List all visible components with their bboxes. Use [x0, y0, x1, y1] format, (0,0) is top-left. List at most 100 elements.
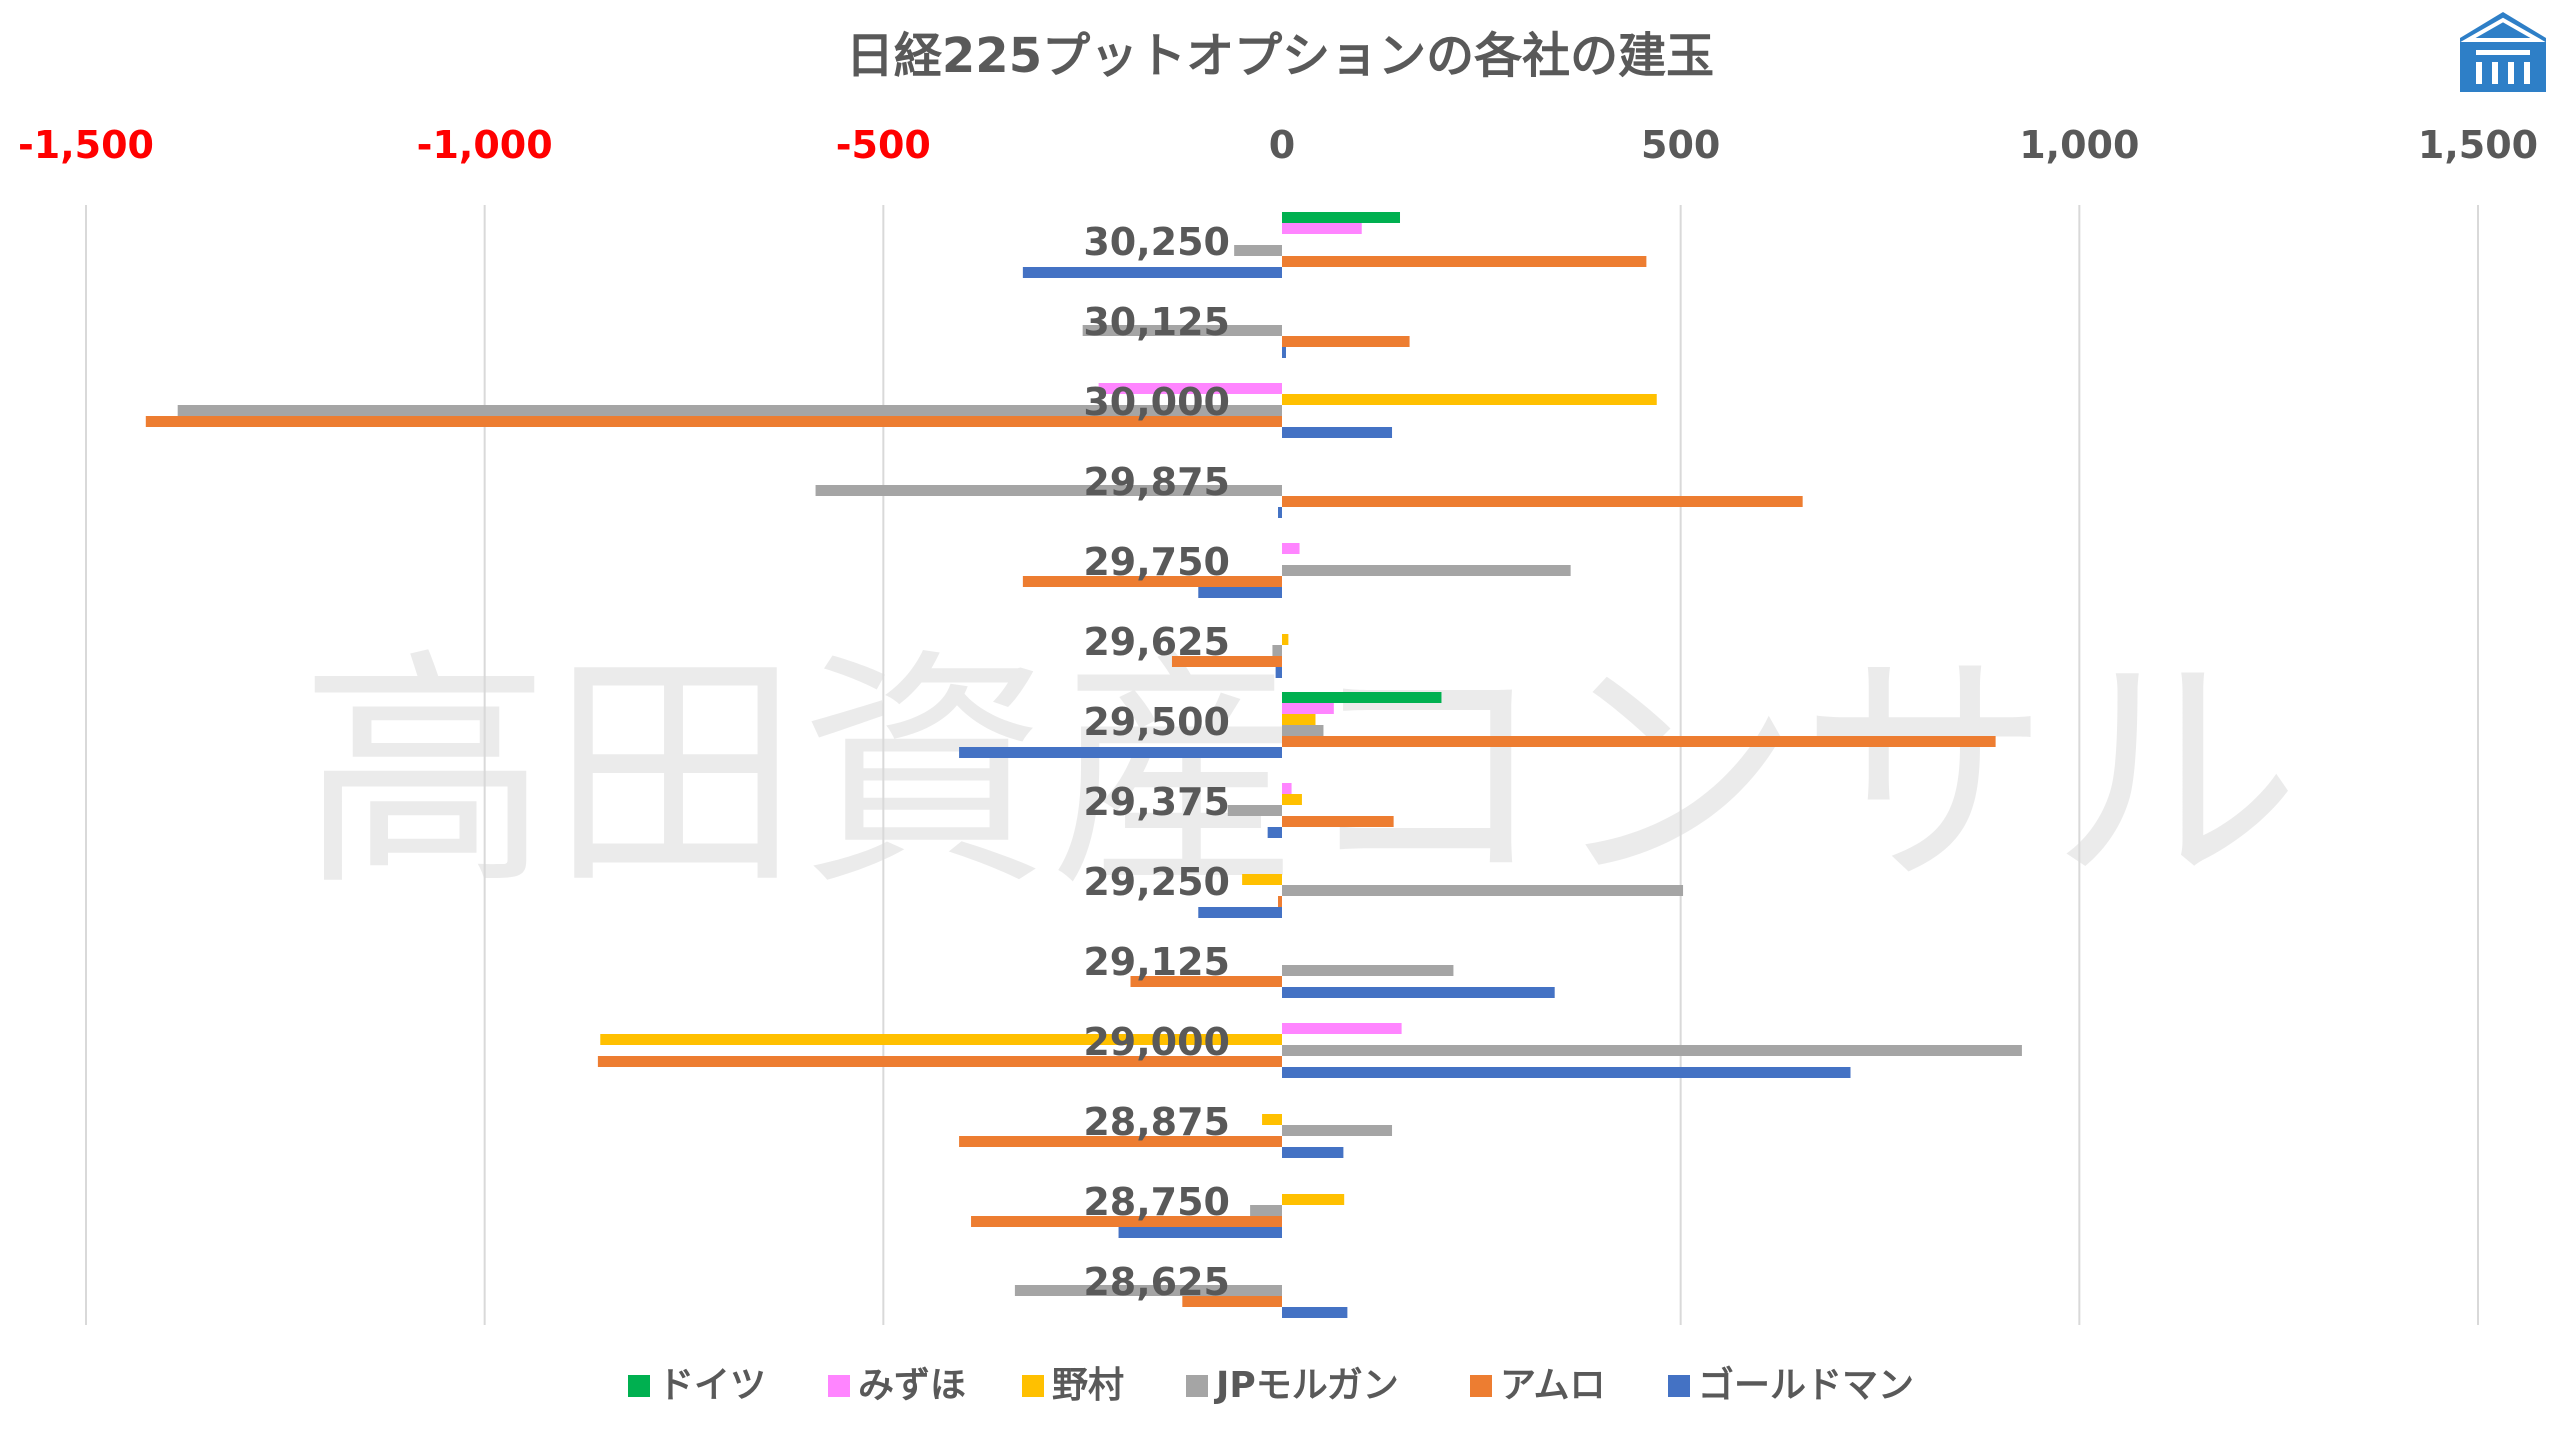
- bar: [1282, 703, 1334, 714]
- category-label: 29,125: [1083, 940, 1230, 984]
- legend-label: 野村: [1052, 1365, 1124, 1406]
- x-tick-label: 500: [1641, 123, 1720, 167]
- category-label: 29,750: [1083, 540, 1230, 584]
- bar: [1282, 543, 1300, 554]
- bar: [1171, 656, 1282, 667]
- category-label: 30,125: [1083, 300, 1230, 344]
- bar: [1282, 692, 1442, 703]
- bar: [1282, 714, 1316, 725]
- category-label: 28,625: [1083, 1260, 1230, 1304]
- bar: [1282, 1194, 1345, 1205]
- bar: [177, 405, 1282, 416]
- x-tick-label: -500: [836, 123, 931, 167]
- bar: [815, 485, 1282, 496]
- bar: [1282, 794, 1302, 805]
- legend-swatch: [1668, 1375, 1690, 1397]
- legend: ドイツ みずほ 野村 JPモルガン アムロ ゴールドマン: [628, 1364, 1914, 1406]
- bar: [1282, 256, 1647, 267]
- legend-swatch: [828, 1375, 850, 1397]
- bar: [1198, 587, 1282, 598]
- bar: [1282, 885, 1684, 896]
- legend-swatch: [1022, 1375, 1044, 1397]
- legend-label: ゴールドマン: [1698, 1364, 1914, 1406]
- bar: [597, 1056, 1282, 1067]
- category-label: 29,875: [1083, 460, 1230, 504]
- bar: [1022, 267, 1282, 278]
- category-label: 29,250: [1083, 860, 1230, 904]
- bar: [1282, 394, 1657, 405]
- legend-label: みずほ: [858, 1365, 966, 1406]
- bar: [1282, 427, 1393, 438]
- bar: [1014, 1285, 1282, 1296]
- bars: [145, 212, 2022, 1318]
- x-tick-label: 1,500: [2418, 123, 2538, 167]
- bar: [1234, 245, 1282, 256]
- bar: [1182, 1296, 1282, 1307]
- category-label: 30,000: [1083, 380, 1230, 424]
- y-axis-category-labels: 30,250 30,125 30,000 29,875 29,750 29,625 29,5…: [1083, 220, 1230, 1304]
- bar: [1282, 496, 1803, 507]
- category-label: 29,500: [1083, 700, 1230, 744]
- bar: [1227, 805, 1282, 816]
- category-label: 29,375: [1083, 780, 1230, 824]
- bar: [1282, 336, 1410, 347]
- watermark-text: 高田資産コンサル: [300, 628, 2300, 919]
- bar: [1282, 223, 1362, 234]
- bar: [145, 416, 1282, 427]
- bar: [1272, 645, 1282, 656]
- bar: [1282, 1067, 1851, 1078]
- legend-swatch: [1186, 1375, 1208, 1397]
- bar: [600, 1034, 1282, 1045]
- bar: [1282, 965, 1454, 976]
- category-label: 30,250: [1083, 220, 1230, 264]
- x-axis-tick-labels: -1,500 -1,000 -500 0 500 1,000 1,500: [18, 123, 2538, 167]
- bar: [1082, 325, 1282, 336]
- bar: [1282, 1125, 1393, 1136]
- bar: [959, 1136, 1282, 1147]
- bar: [1282, 1307, 1348, 1318]
- category-label: 29,625: [1083, 620, 1230, 664]
- bar: [1275, 667, 1282, 678]
- bar: [1242, 874, 1282, 885]
- x-tick-label: 0: [1269, 123, 1295, 167]
- category-label: 28,875: [1083, 1100, 1230, 1144]
- bar: [1282, 816, 1394, 827]
- bar: [1118, 1227, 1282, 1238]
- legend-swatch: [1470, 1375, 1492, 1397]
- x-tick-label: -1,000: [417, 123, 553, 167]
- chart-title: 日経225プットオプションの各社の建玉: [846, 28, 1714, 84]
- legend-label: ドイツ: [658, 1365, 766, 1406]
- bar: [1282, 1045, 2022, 1056]
- bar: [1267, 827, 1282, 838]
- category-label: 29,000: [1083, 1020, 1230, 1064]
- bar: [1282, 783, 1292, 794]
- x-tick-label: -1,500: [18, 123, 154, 167]
- bar: [1282, 634, 1289, 645]
- bar: [1250, 1205, 1282, 1216]
- bar: [1282, 736, 1996, 747]
- bar: [971, 1216, 1282, 1227]
- bar: [1278, 896, 1282, 907]
- bar: [1262, 1114, 1282, 1125]
- logo-icon: [2460, 12, 2546, 92]
- legend-label: アムロ: [1500, 1365, 1605, 1406]
- legend-swatch: [628, 1375, 650, 1397]
- bar: [1022, 576, 1282, 587]
- grid-lines: [85, 205, 2479, 1325]
- legend-label: JPモルガン: [1213, 1365, 1399, 1406]
- bar: [1130, 976, 1282, 987]
- bar: [1278, 507, 1282, 518]
- bar: [1282, 987, 1555, 998]
- bar: [1282, 212, 1401, 223]
- bar: [1098, 383, 1282, 394]
- bar: [1282, 565, 1571, 576]
- category-label: 28,750: [1083, 1180, 1230, 1224]
- bar: [1198, 907, 1282, 918]
- bar: [1282, 725, 1324, 736]
- x-tick-label: 1,000: [2019, 123, 2139, 167]
- bar: [1282, 1147, 1344, 1158]
- bar: [1282, 347, 1286, 358]
